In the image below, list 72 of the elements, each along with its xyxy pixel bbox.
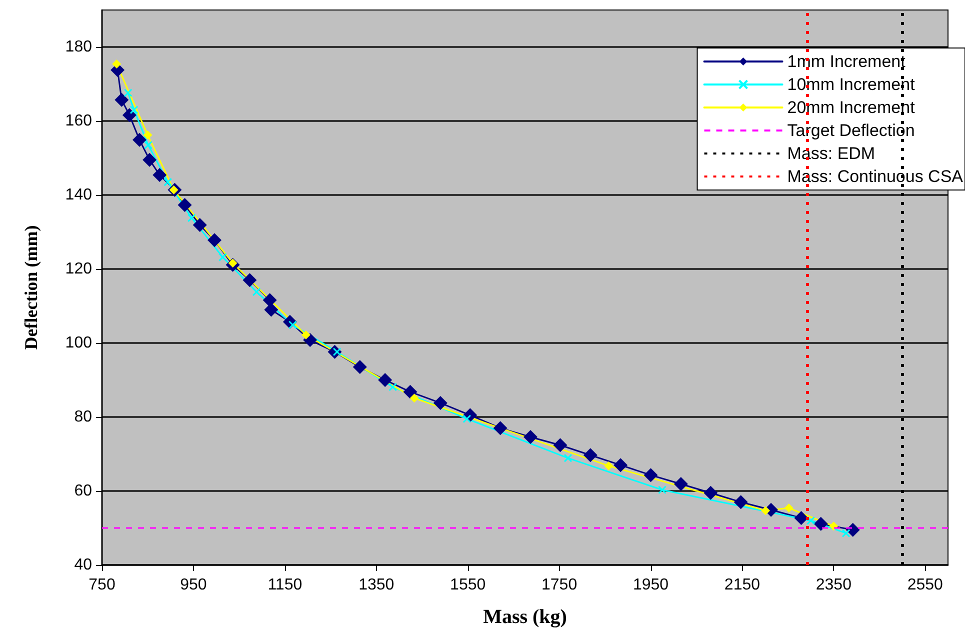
point xyxy=(207,233,222,248)
point xyxy=(794,511,808,526)
y-tick-label: 160 xyxy=(65,112,92,130)
point xyxy=(614,458,628,472)
ref-line-label: Mass: EDM xyxy=(787,144,876,163)
point xyxy=(301,330,310,340)
x-tick-label: 750 xyxy=(88,576,116,594)
point xyxy=(142,152,157,167)
point xyxy=(410,394,419,403)
point xyxy=(112,60,122,69)
point xyxy=(124,88,132,98)
point xyxy=(658,486,666,494)
point xyxy=(187,214,196,222)
point xyxy=(734,495,748,510)
point xyxy=(192,218,207,232)
point xyxy=(433,396,448,410)
y-tick-label: 100 xyxy=(65,334,92,352)
point xyxy=(842,528,850,538)
x-axis-title: Mass (kg) xyxy=(483,606,567,628)
point xyxy=(378,373,392,387)
x-tick-label: 2550 xyxy=(907,576,944,594)
x-tick-label: 2150 xyxy=(724,576,760,594)
y-tick-label: 40 xyxy=(74,556,92,574)
point xyxy=(704,486,718,500)
point xyxy=(493,421,508,436)
point xyxy=(114,92,129,107)
point xyxy=(144,140,152,150)
x-tick-label: 1550 xyxy=(450,576,486,594)
point xyxy=(252,288,261,296)
point xyxy=(553,438,568,452)
point xyxy=(262,293,277,308)
point xyxy=(164,178,172,186)
y-tick-label: 80 xyxy=(74,408,92,426)
legend-label: 1mm Increment xyxy=(787,52,906,71)
ref-line-label: Mass: Continuous CSA xyxy=(787,167,964,186)
point xyxy=(130,106,138,114)
point xyxy=(523,430,538,444)
y-tick-label: 140 xyxy=(65,186,92,204)
y-tick-label: 180 xyxy=(65,38,92,56)
legend-label: 10mm Increment xyxy=(787,75,916,94)
point xyxy=(806,516,816,525)
point xyxy=(218,252,227,262)
point xyxy=(122,108,136,122)
point xyxy=(178,198,192,212)
x-tick-label: 1350 xyxy=(358,576,394,594)
point xyxy=(829,522,838,531)
point xyxy=(264,302,278,317)
point xyxy=(784,504,794,513)
point xyxy=(564,454,572,462)
y-tick-label: 60 xyxy=(74,482,92,500)
point xyxy=(761,506,770,516)
x-tick-label: 1750 xyxy=(542,576,578,594)
point xyxy=(674,476,688,491)
x-tick-label: 1150 xyxy=(268,576,302,594)
x-tick-label: 1950 xyxy=(632,576,669,594)
point xyxy=(152,168,167,182)
point xyxy=(352,360,367,374)
point xyxy=(604,461,614,470)
x-tick-label: 2350 xyxy=(816,576,852,594)
point xyxy=(132,132,146,147)
point xyxy=(388,382,398,392)
x-tick-label: 950 xyxy=(180,576,207,594)
point xyxy=(403,384,418,399)
point xyxy=(583,448,598,462)
point xyxy=(644,468,658,482)
point xyxy=(814,516,828,531)
point xyxy=(242,273,257,288)
legend-label: 20mm Increment xyxy=(787,98,916,117)
y-axis-title: Deflection (mm) xyxy=(21,225,41,350)
point xyxy=(143,130,152,140)
legend-label: Target Deflection xyxy=(787,121,915,140)
y-tick-label: 120 xyxy=(65,260,92,278)
